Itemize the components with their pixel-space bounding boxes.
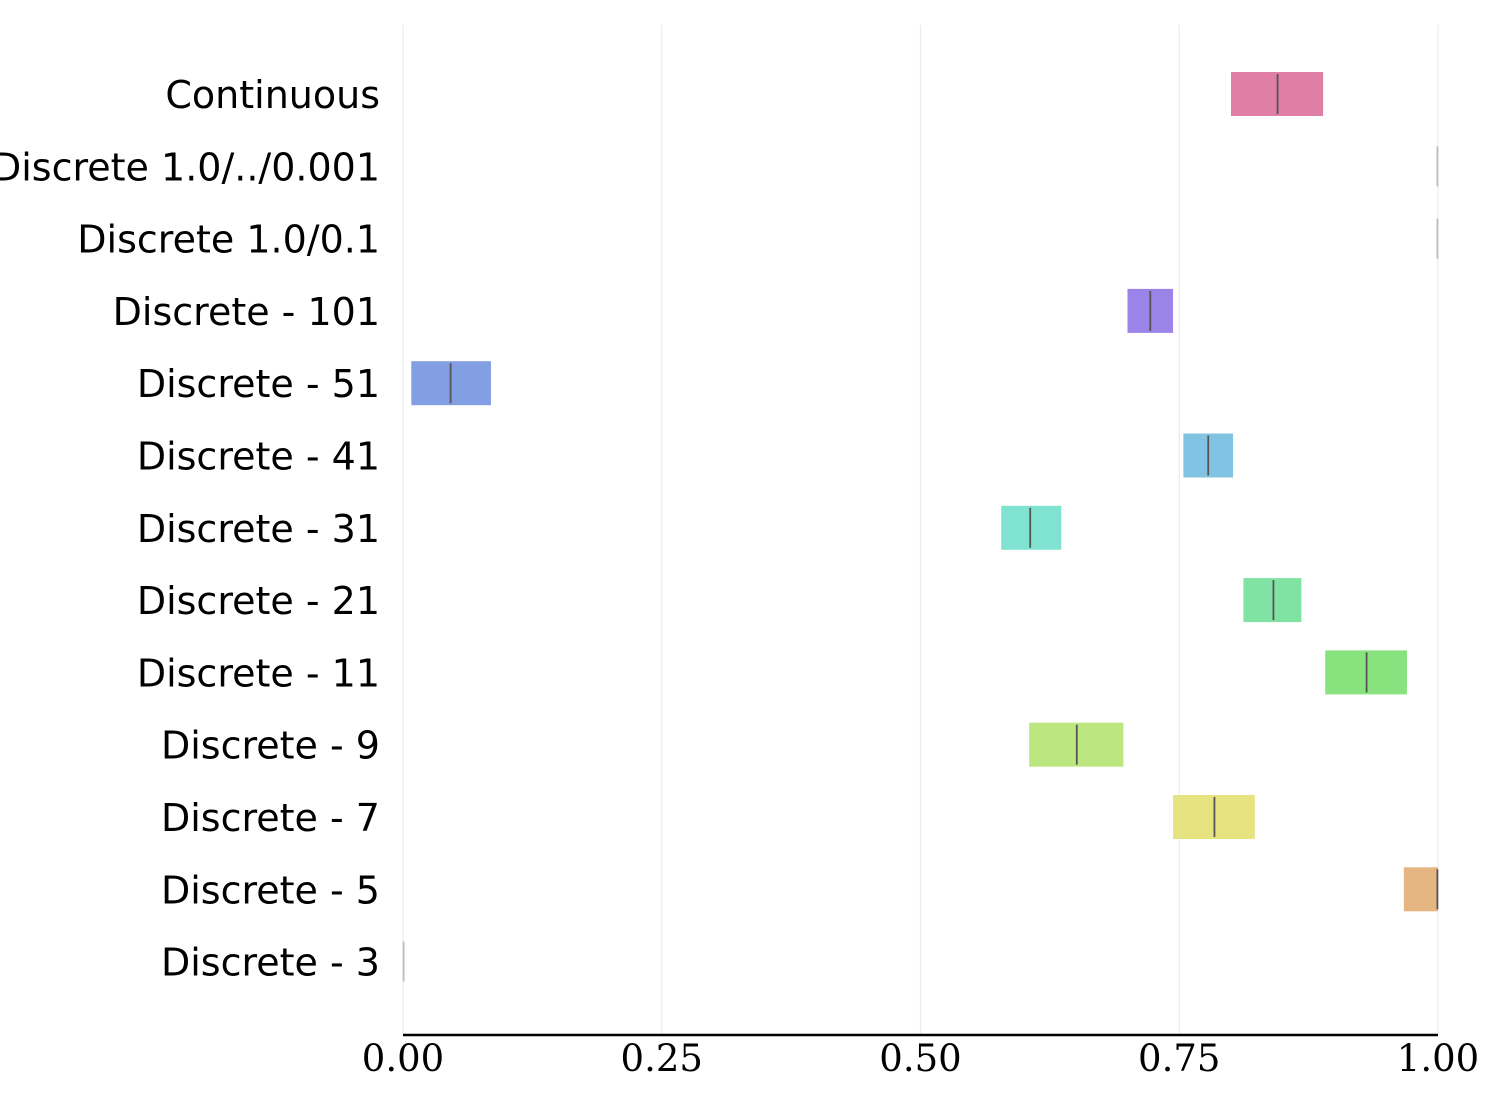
- x-axis-ticks: 0.00 0.25 0.50 0.75 1.00: [362, 1037, 1479, 1080]
- x-tick-label: 0.25: [621, 1037, 703, 1080]
- x-tick-label: 1.00: [1397, 1037, 1479, 1080]
- x-tick-label: 0.50: [879, 1037, 961, 1080]
- box-7: [1243, 578, 1302, 623]
- y-tick-label: Discrete 1.0/0.1: [77, 218, 380, 262]
- x-tick-label: 0.00: [362, 1037, 444, 1080]
- box-6: [1001, 505, 1062, 550]
- y-tick-label: Discrete - 101: [113, 290, 380, 334]
- gridlines: [402, 25, 1439, 1035]
- y-tick-label: Discrete - 31: [137, 507, 380, 551]
- y-tick-label: Discrete - 51: [137, 362, 380, 406]
- y-axis-labels: Continuous Discrete 1.0/../0.001 Discrete …: [0, 73, 380, 985]
- x-tick-label: 0.75: [1138, 1037, 1220, 1080]
- boxes: [402, 72, 1439, 982]
- y-tick-label: Continuous: [165, 73, 380, 117]
- y-tick-label: Discrete - 11: [137, 651, 380, 695]
- y-tick-label: Discrete - 41: [137, 435, 380, 479]
- y-tick-label: Discrete - 3: [161, 941, 380, 985]
- y-tick-label: Discrete - 7: [161, 796, 380, 840]
- y-tick-label: Discrete - 5: [161, 868, 380, 912]
- y-tick-label: Discrete 1.0/../0.001: [0, 145, 380, 189]
- y-tick-label: Discrete - 9: [161, 724, 380, 768]
- box-11: [1403, 867, 1438, 912]
- y-tick-label: Discrete - 21: [137, 579, 380, 623]
